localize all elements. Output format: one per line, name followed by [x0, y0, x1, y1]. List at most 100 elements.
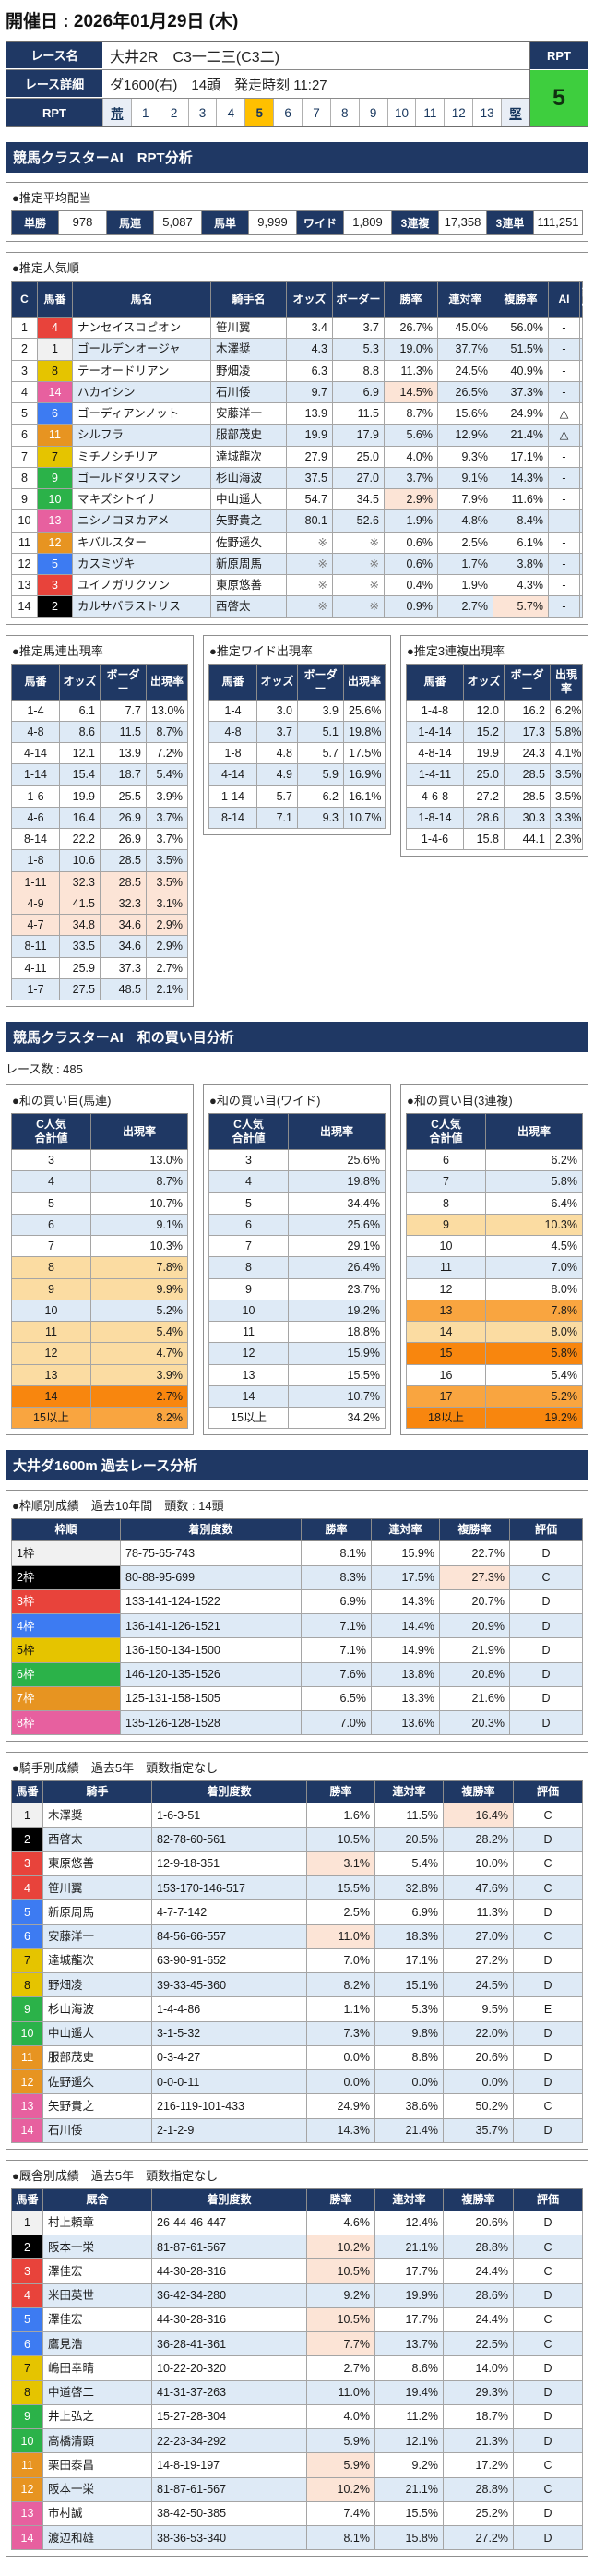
payout-item: 単勝 978 [12, 211, 107, 234]
finish-record-cell: 146-120-135-1526 [120, 1661, 302, 1687]
horse-number-cell: 5 [11, 1899, 43, 1925]
rpt-scale-cell: 12 [444, 99, 472, 126]
horse-number-cell: 13 [11, 2093, 43, 2119]
quinella-rate-cell: 8.6% [374, 2355, 444, 2381]
border-cell: 44.1 [504, 827, 551, 851]
table-row: 1-8-14 28.6 30.3 3.3% [406, 806, 583, 830]
horse-number-cell: 12 [37, 531, 73, 554]
payout-strip: 単勝 978 馬連 5,087 馬単 9,999 ワイド 1,809 3連複 17,358 3連単 1… [11, 210, 583, 235]
win-rate-cell: 7.1% [301, 1637, 372, 1663]
show-rate-cell: 28.8% [443, 2476, 514, 2502]
person-name-cell: 杉山海波 [42, 1996, 152, 2022]
border-cell: 9.3 [297, 806, 344, 830]
payout-type-label: ワイド [297, 211, 344, 234]
border-cell: 26.9 [100, 827, 147, 851]
combination-cell: 4-8 [11, 720, 60, 744]
border-cell: 5.1 [297, 720, 344, 744]
frame-number-cell: 8枠 [11, 1709, 121, 1736]
show-rate-cell: 11.6% [493, 487, 549, 511]
person-name-cell: 木澤奨 [42, 1803, 152, 1828]
evaluation-cell: D [513, 2403, 583, 2430]
quinella-rate-cell: 9.3% [437, 445, 493, 468]
evaluation-cell: D [509, 1709, 583, 1736]
section-header-past-analysis: 大井ダ1600m 過去レース分析 [6, 1450, 588, 1481]
quinella-rate-cell: 7.9% [437, 487, 493, 511]
c-popularity-sum-cell: 10 [11, 1299, 91, 1323]
evaluation-cell: D [513, 2355, 583, 2381]
odds-cell: 12.0 [463, 699, 505, 722]
evaluation-cell: D [513, 2020, 583, 2046]
column-header: 出現率 [288, 1113, 386, 1150]
combination-cell: 4-7 [11, 913, 60, 937]
show-rate-cell: 18.7% [443, 2403, 514, 2430]
table-row: 4-6 16.4 26.9 3.7% [11, 806, 188, 830]
odds-cell: 54.7 [286, 487, 333, 511]
evaluation-cell: D [579, 573, 583, 597]
table-row: 11 服部茂史 0-3-4-27 0.0% 8.8% 20.6% D [11, 2044, 583, 2071]
occurrence-rate-cell: 5.4% [90, 1320, 188, 1344]
horse-number-cell: 6 [37, 401, 73, 425]
odds-cell: 41.5 [59, 892, 101, 916]
occurrence-rate-cell: 3.5% [550, 763, 583, 786]
stable-results-label: ●厩舎別成績 過去5年 頭数指定なし [12, 2168, 219, 2183]
table-row: 4 19.8% [208, 1170, 386, 1193]
border-cell: 37.3 [100, 956, 147, 979]
table-row: 9 井上弘之 15-27-28-304 4.0% 11.2% 18.7% D [11, 2403, 583, 2430]
combination-cell: 4-6-8 [406, 785, 464, 808]
payout-value: 9,999 [249, 211, 297, 234]
border-cell: 28.5 [504, 763, 551, 786]
horse-number-cell: 14 [11, 2524, 43, 2551]
occurrence-rate-cell: 25.6% [343, 699, 386, 722]
show-rate-cell: 8.4% [493, 509, 549, 533]
table-row: 14 10.7% [208, 1384, 386, 1408]
border-cell: 26.9 [100, 806, 147, 830]
quinella-rate-cell: 12.1% [374, 2427, 444, 2454]
table-row: 14 8.0% [406, 1320, 583, 1344]
person-name-cell: 米田英世 [42, 2282, 152, 2308]
odds-cell: 5.7 [256, 785, 298, 808]
evaluation-cell: D [579, 531, 583, 554]
column-header: 馬番 [208, 663, 257, 701]
quinella-rate-cell: 11.5% [374, 1803, 444, 1828]
table-row: 2 西啓太 82-78-60-561 10.5% 20.5% 28.2% D [11, 1827, 583, 1852]
win-rate-cell: 7.1% [301, 1612, 372, 1639]
c-popularity-sum-cell: 13 [11, 1363, 91, 1386]
rpt-scale-cell[interactable]: 荒 [102, 99, 131, 126]
column-header: 勝率 [301, 1518, 372, 1542]
odds-cell: 32.3 [59, 870, 101, 893]
table-row: 7枠 125-131-158-1505 6.5% 13.3% 21.6% D [11, 1685, 583, 1712]
column-header: 馬番 [11, 1780, 43, 1804]
person-name-cell: 高橋清顕 [42, 2427, 152, 2454]
horse-number-cell: 1 [11, 2210, 43, 2236]
occurrence-rate-cell: 7.0% [485, 1256, 583, 1279]
horse-number-cell: 8 [11, 1971, 43, 1998]
quinella-rate-cell: 1.7% [437, 552, 493, 576]
border-cell: 17.9 [332, 424, 385, 447]
c-popularity-sum-cell: 9 [11, 1277, 91, 1300]
c-popularity-sum-cell: 17 [406, 1384, 486, 1408]
table-row: 7 10.3% [11, 1234, 188, 1258]
quinella-rate-cell: 12.9% [437, 424, 493, 447]
show-rate-cell: 20.3% [439, 1709, 510, 1736]
show-rate-cell: 24.4% [443, 2258, 514, 2284]
show-rate-cell: 28.2% [443, 1827, 514, 1852]
odds-cell: 25.0 [463, 763, 505, 786]
column-header: ボーダー [100, 663, 147, 701]
border-cell: 18.7 [100, 763, 147, 786]
column-header: 出現率 [146, 663, 188, 701]
popularity-rank-cell: 12 [11, 552, 38, 576]
finish-record-cell: 41-31-37-263 [151, 2379, 307, 2405]
border-cell: 32.3 [100, 892, 147, 916]
race-info-table: レース名 大井2R C3一二三(C3二) レース詳細 ダ1600(右) 14頭 … [6, 41, 588, 127]
person-name-cell: 安藤洋一 [42, 1923, 152, 1949]
popularity-rank-cell: 9 [11, 487, 38, 511]
evaluation-cell: D [579, 509, 583, 533]
rpt-scale-row: RPT 荒 1 2 3 4 5 6 7 8 9 10 11 12 13 堅 [6, 99, 529, 126]
table-row: 1枠 78-75-65-743 8.1% 15.9% 22.7% D [11, 1540, 583, 1566]
rpt-scale-cell[interactable]: 堅 [501, 99, 529, 126]
finish-record-cell: 2-1-2-9 [151, 2117, 307, 2143]
occurrence-rate-cell: 6.4% [485, 1192, 583, 1215]
column-header: 枠順 [11, 1518, 121, 1542]
